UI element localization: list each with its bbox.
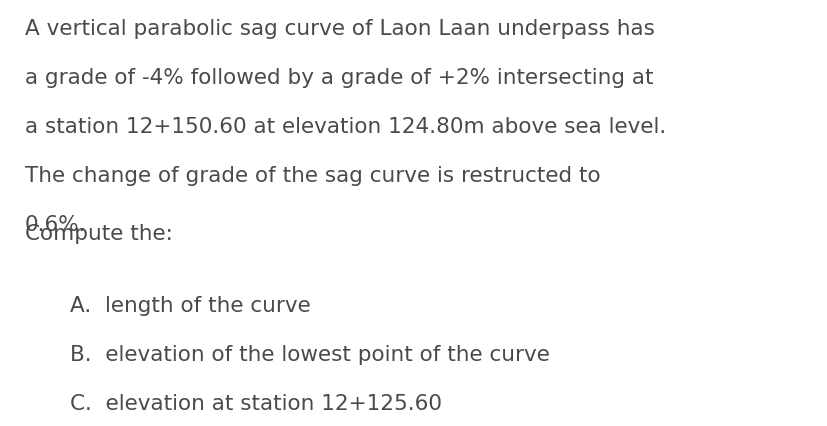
Text: B.  elevation of the lowest point of the curve: B. elevation of the lowest point of the … — [70, 345, 550, 365]
Text: 0.6%.: 0.6%. — [25, 215, 86, 235]
Text: Compute the:: Compute the: — [25, 224, 173, 244]
Text: a station 12+150.60 at elevation 124.80m above sea level.: a station 12+150.60 at elevation 124.80m… — [25, 117, 665, 137]
Text: A.  length of the curve: A. length of the curve — [70, 296, 311, 316]
Text: A vertical parabolic sag curve of Laon Laan underpass has: A vertical parabolic sag curve of Laon L… — [25, 19, 654, 39]
Text: C.  elevation at station 12+125.60: C. elevation at station 12+125.60 — [70, 394, 442, 414]
Text: a grade of -4% followed by a grade of +2% intersecting at: a grade of -4% followed by a grade of +2… — [25, 68, 653, 88]
Text: The change of grade of the sag curve is restructed to: The change of grade of the sag curve is … — [25, 166, 600, 186]
